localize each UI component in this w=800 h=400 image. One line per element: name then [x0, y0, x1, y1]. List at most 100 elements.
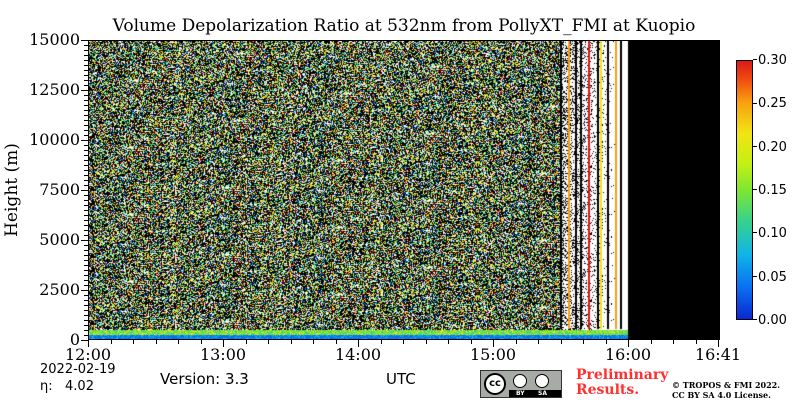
y-minor-tick: [84, 105, 88, 106]
y-minor-tick: [84, 310, 88, 311]
colorbar: [736, 60, 753, 320]
colorbar-tick: [753, 319, 757, 320]
x-minor-tick: [178, 340, 179, 344]
y-axis-label: Height (m): [2, 143, 22, 237]
y-minor-tick: [84, 205, 88, 206]
x-minor-tick: [403, 340, 404, 344]
y-minor-tick: [84, 100, 88, 101]
y-minor-tick: [84, 210, 88, 211]
x-tick-label: 15:00: [469, 345, 517, 364]
x-major-tick: [358, 340, 359, 347]
y-minor-tick: [84, 260, 88, 261]
x-minor-tick: [133, 340, 134, 344]
y-minor-tick: [84, 130, 88, 131]
y-minor-tick: [84, 145, 88, 146]
copyright-notice: © TROPOS & FMI 2022. CC BY SA 4.0 Licens…: [672, 380, 780, 400]
y-tick-label: 10000: [29, 130, 80, 149]
x-tick-label: 12:00: [64, 345, 112, 364]
y-major-tick: [81, 90, 88, 91]
y-minor-tick: [84, 180, 88, 181]
y-minor-tick: [84, 150, 88, 151]
colorbar-tick: [753, 145, 757, 147]
plot-area: [88, 40, 720, 340]
y-minor-tick: [84, 75, 88, 76]
y-minor-tick: [84, 60, 88, 61]
y-minor-tick: [84, 125, 88, 126]
y-major-tick: [81, 140, 88, 141]
copyright-line2: CC BY SA 4.0 License.: [672, 390, 771, 400]
eta-symbol: η:: [40, 379, 53, 394]
x-major-tick: [493, 340, 494, 347]
x-minor-tick: [718, 340, 719, 344]
y-tick-label: 12500: [29, 80, 80, 99]
cc-license-logo: cc BY SA: [480, 370, 562, 398]
x-minor-tick: [538, 340, 539, 344]
x-minor-tick: [583, 340, 584, 344]
x-minor-tick: [290, 340, 292, 344]
y-minor-tick: [84, 115, 88, 116]
x-minor-tick: [155, 340, 157, 344]
x-minor-tick: [448, 340, 449, 344]
eta-label: η: 4.02: [40, 379, 94, 394]
colorbar-tick-label: 0.25: [758, 96, 787, 111]
x-major-tick: [88, 340, 89, 347]
y-minor-tick: [84, 235, 88, 236]
y-minor-tick: [84, 45, 88, 46]
preliminary-notice: Preliminary Results.: [576, 368, 668, 398]
copyright-line1: © TROPOS & FMI 2022.: [672, 380, 781, 390]
colorbar-tick-label: 0.05: [758, 270, 787, 285]
y-minor-tick: [84, 330, 88, 331]
y-tick-label: 15000: [29, 30, 80, 49]
y-minor-tick: [84, 50, 88, 51]
x-minor-tick: [515, 340, 517, 344]
y-minor-tick: [84, 255, 88, 256]
y-minor-tick: [84, 95, 88, 96]
colorbar-tick-label: 0.30: [758, 53, 787, 68]
y-minor-tick: [84, 220, 88, 221]
y-minor-tick: [84, 265, 88, 266]
x-minor-tick: [200, 340, 202, 344]
cc-sa-text: SA: [538, 390, 547, 397]
x-minor-tick: [673, 340, 674, 344]
version-label: Version: 3.3: [160, 370, 249, 388]
x-tick-label: 14:00: [334, 345, 382, 364]
x-tick-label: 13:00: [199, 345, 247, 364]
by-icon: [513, 374, 527, 388]
x-minor-tick: [380, 340, 382, 344]
x-tick-label: 16:41: [694, 345, 742, 364]
colorbar-tick-label: 0.20: [758, 140, 787, 155]
y-minor-tick: [84, 165, 88, 166]
y-major-tick: [81, 340, 88, 341]
x-minor-tick: [650, 340, 652, 344]
colorbar-tick: [753, 232, 757, 234]
y-minor-tick: [84, 320, 88, 321]
chart-title: Volume Depolarization Ratio at 532nm fro…: [112, 16, 696, 36]
y-minor-tick: [84, 335, 88, 336]
y-minor-tick: [84, 175, 88, 176]
x-minor-tick: [470, 340, 472, 344]
y-minor-tick: [84, 200, 88, 201]
y-minor-tick: [84, 315, 88, 316]
depolarization-heatmap: [89, 41, 719, 339]
y-tick-label: 0: [69, 330, 80, 349]
colorbar-tick-label: 0.10: [758, 226, 787, 241]
y-tick-label: 2500: [39, 280, 80, 299]
x-minor-tick: [245, 340, 247, 344]
x-major-tick: [628, 340, 629, 347]
x-minor-tick: [313, 340, 314, 344]
x-major-tick: [223, 340, 224, 347]
x-minor-tick: [695, 340, 697, 344]
y-minor-tick: [84, 110, 88, 111]
preliminary-line1: Preliminary: [576, 367, 669, 383]
y-minor-tick: [84, 225, 88, 226]
y-minor-tick: [84, 245, 88, 246]
x-minor-tick: [425, 340, 427, 344]
colorbar-tick-label: 0.00: [758, 313, 787, 328]
y-major-tick: [81, 240, 88, 241]
y-minor-tick: [84, 285, 88, 286]
y-minor-tick: [84, 305, 88, 306]
x-tick-label: 16:00: [604, 345, 652, 364]
y-minor-tick: [84, 295, 88, 296]
y-minor-tick: [84, 280, 88, 281]
colorbar-tick: [753, 59, 757, 61]
